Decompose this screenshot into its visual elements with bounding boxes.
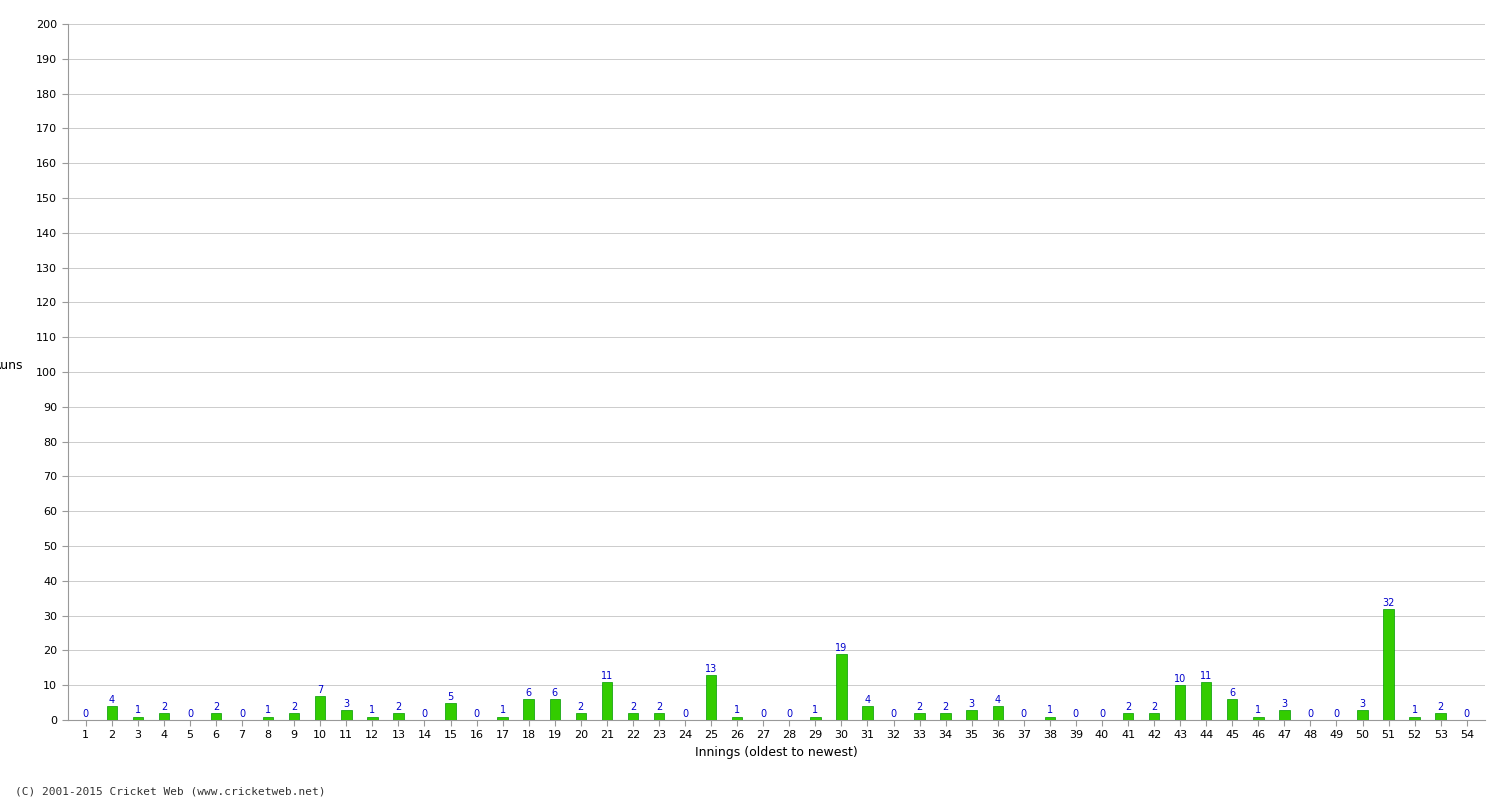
Text: 0: 0 [1464, 709, 1470, 719]
Bar [1044, 717, 1054, 720]
Bar [993, 706, 1004, 720]
Text: 5: 5 [447, 691, 453, 702]
Text: 1: 1 [369, 706, 375, 715]
Bar [1149, 713, 1160, 720]
Bar [627, 713, 638, 720]
Text: 1: 1 [1256, 706, 1262, 715]
Text: 0: 0 [1308, 709, 1314, 719]
Bar [1202, 682, 1212, 720]
Bar [1252, 717, 1263, 720]
Text: 0: 0 [682, 709, 688, 719]
Text: 3: 3 [1359, 698, 1365, 709]
Text: 11: 11 [1200, 670, 1212, 681]
Text: 3: 3 [969, 698, 975, 709]
Bar [940, 713, 951, 720]
Text: 2: 2 [396, 702, 402, 712]
Text: 0: 0 [1100, 709, 1106, 719]
Text: 2: 2 [656, 702, 662, 712]
Text: 0: 0 [760, 709, 766, 719]
Bar [1358, 710, 1368, 720]
Bar [262, 717, 273, 720]
Text: 2: 2 [1150, 702, 1156, 712]
Text: 4: 4 [994, 695, 1000, 705]
Bar [498, 717, 508, 720]
Bar [810, 717, 820, 720]
Bar [732, 717, 742, 720]
Text: 0: 0 [786, 709, 792, 719]
Text: 2: 2 [160, 702, 166, 712]
Text: 0: 0 [1020, 709, 1028, 719]
Text: 0: 0 [82, 709, 88, 719]
Text: 1: 1 [500, 706, 506, 715]
Text: 2: 2 [1125, 702, 1131, 712]
Text: 6: 6 [525, 688, 532, 698]
Bar [368, 717, 378, 720]
Bar [836, 654, 846, 720]
Text: 0: 0 [422, 709, 428, 719]
Text: 32: 32 [1383, 598, 1395, 607]
Text: 2: 2 [213, 702, 219, 712]
Bar [862, 706, 873, 720]
Text: 2: 2 [1437, 702, 1444, 712]
Bar [524, 699, 534, 720]
Bar [340, 710, 351, 720]
Y-axis label: Runs: Runs [0, 359, 24, 372]
Bar [1124, 713, 1132, 720]
Bar [654, 713, 664, 720]
Bar [159, 713, 170, 720]
Bar [706, 674, 717, 720]
Bar [602, 682, 612, 720]
Text: 1: 1 [813, 706, 819, 715]
Text: 0: 0 [474, 709, 480, 719]
Text: 1: 1 [1047, 706, 1053, 715]
Bar [1280, 710, 1290, 720]
Bar [446, 702, 456, 720]
Bar [1410, 717, 1420, 720]
Text: 11: 11 [602, 670, 613, 681]
Bar [290, 713, 300, 720]
Text: 10: 10 [1174, 674, 1186, 684]
Bar [1227, 699, 1238, 720]
Text: 1: 1 [266, 706, 272, 715]
Text: 2: 2 [578, 702, 584, 712]
Bar [106, 706, 117, 720]
Text: 6: 6 [552, 688, 558, 698]
Text: (C) 2001-2015 Cricket Web (www.cricketweb.net): (C) 2001-2015 Cricket Web (www.cricketwe… [15, 786, 326, 796]
X-axis label: Innings (oldest to newest): Innings (oldest to newest) [694, 746, 858, 759]
Text: 2: 2 [942, 702, 948, 712]
Text: 7: 7 [316, 685, 324, 694]
Text: 2: 2 [916, 702, 922, 712]
Bar [549, 699, 560, 720]
Text: 1: 1 [734, 706, 740, 715]
Text: 1: 1 [1412, 706, 1418, 715]
Bar [315, 696, 326, 720]
Bar [393, 713, 404, 720]
Text: 0: 0 [1072, 709, 1078, 719]
Text: 3: 3 [1281, 698, 1287, 709]
Text: 19: 19 [836, 643, 848, 653]
Bar [1174, 685, 1185, 720]
Text: 4: 4 [108, 695, 116, 705]
Bar [966, 710, 976, 720]
Text: 0: 0 [238, 709, 244, 719]
Text: 6: 6 [1228, 688, 1236, 698]
Text: 0: 0 [891, 709, 897, 719]
Text: 13: 13 [705, 664, 717, 674]
Bar [1436, 713, 1446, 720]
Text: 2: 2 [291, 702, 297, 712]
Text: 0: 0 [188, 709, 194, 719]
Text: 2: 2 [630, 702, 636, 712]
Bar [915, 713, 926, 720]
Bar [1383, 609, 1394, 720]
Text: 3: 3 [344, 698, 350, 709]
Bar [211, 713, 220, 720]
Bar [132, 717, 142, 720]
Text: 0: 0 [1334, 709, 1340, 719]
Text: 1: 1 [135, 706, 141, 715]
Bar [576, 713, 586, 720]
Text: 4: 4 [864, 695, 870, 705]
